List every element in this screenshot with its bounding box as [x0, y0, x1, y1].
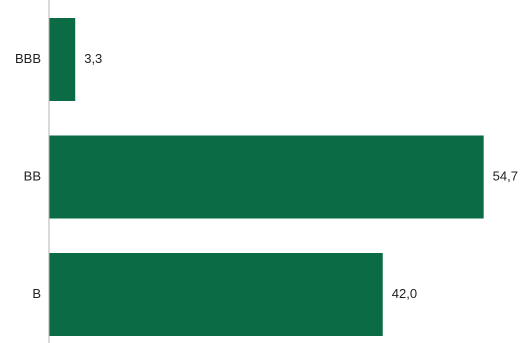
data-label-bbb: 3,3 [84, 51, 102, 66]
bars-layer [49, 18, 484, 336]
bar-b [49, 253, 383, 336]
y-tick-label-b: B [32, 286, 41, 301]
bar-bb [49, 135, 484, 219]
y-tick-label-bbb: BBB [15, 51, 41, 66]
data-label-b: 42,0 [392, 286, 417, 301]
y-tick-label-bb: BB [24, 168, 41, 183]
data-label-bb: 54,7 [493, 168, 518, 183]
labels-layer: BBB 3,3 BB 54,7 B 42,0 [15, 51, 518, 301]
bar-bbb [49, 18, 76, 101]
